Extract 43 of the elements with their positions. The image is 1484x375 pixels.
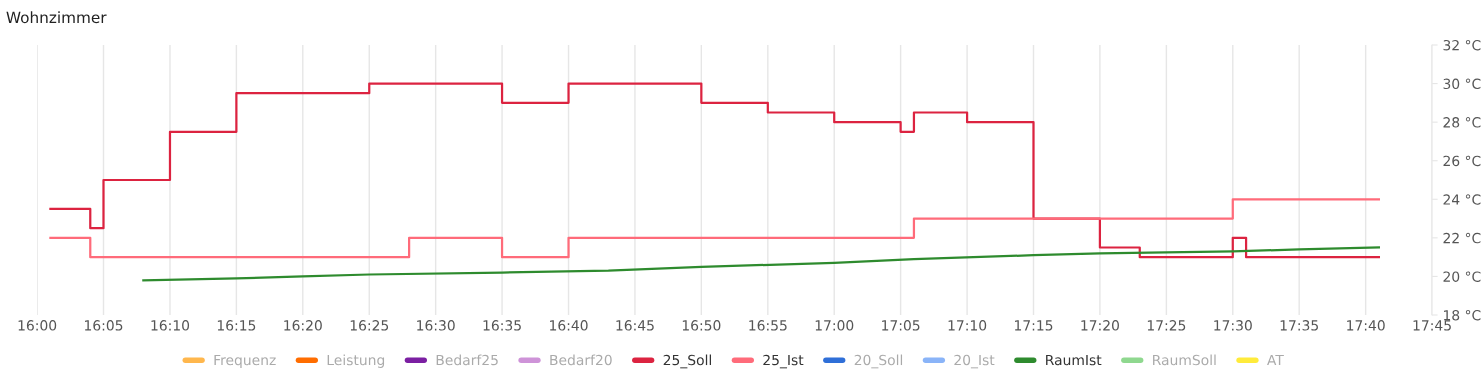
x-tick-label: 16:15: [217, 320, 256, 331]
legend-label: RaumIst: [1046, 354, 1102, 366]
x-tick-label: 16:40: [550, 320, 588, 331]
x-tick-label: 16:50: [682, 320, 721, 331]
y-tick-label: 32 °C: [1443, 39, 1481, 51]
x-tick-label: 16:20: [284, 320, 322, 331]
legend-label: Bedarf20: [550, 354, 612, 366]
legend-label: Frequenz: [214, 354, 276, 368]
x-tick-label: 16:35: [483, 320, 521, 331]
x-tick-label: 17:00: [815, 320, 854, 331]
x-tick-label: 17:30: [1214, 320, 1252, 331]
x-tick-label: 17:05: [882, 320, 920, 331]
legend-label: AT: [1267, 354, 1284, 366]
x-tick-label: 17:35: [1280, 320, 1318, 331]
x-tick-label: 16:05: [85, 320, 123, 331]
y-tick-label: 26 °C: [1443, 155, 1481, 167]
x-tick-label: 16:45: [616, 320, 654, 331]
x-tick-label: 17:15: [1015, 320, 1053, 331]
legend-label: 25_Soll: [663, 354, 711, 369]
x-tick-label: 16:25: [350, 320, 389, 331]
legend-label: 25_Ist: [763, 354, 804, 369]
y-tick-label: 22 °C: [1443, 232, 1481, 244]
x-tick-label: 17:40: [1347, 320, 1385, 331]
line-series: [142, 246, 1380, 282]
legend-label: Bedarf25: [436, 354, 498, 366]
x-tick-label: 17:10: [948, 320, 987, 331]
y-tick-label: 20 °C: [1443, 271, 1481, 282]
y-tick-label: 18 °C: [1444, 309, 1481, 321]
y-tick-label: 24 °C: [1443, 194, 1481, 205]
x-tick-label: 16:55: [749, 320, 787, 331]
y-tick-label: 28 °C: [1443, 117, 1481, 128]
x-tick-label: 17:25: [1147, 320, 1186, 331]
legend-label: RaumSoll: [1153, 354, 1216, 366]
x-tick-label: 16:00: [18, 320, 57, 331]
x-tick-label: 16:30: [417, 320, 455, 331]
x-tick-label: 16:10: [151, 320, 190, 331]
legend-label: 20_Soll: [854, 354, 903, 369]
x-tick-label: 17:20: [1081, 320, 1119, 331]
x-tick-label: 17:45: [1413, 320, 1451, 331]
legend-label: Leistung: [327, 354, 385, 368]
chart-title: Wohnzimmer: [6, 11, 107, 24]
legend-label: 20_Ist: [954, 354, 995, 369]
y-tick-label: 30 °C: [1443, 78, 1481, 90]
